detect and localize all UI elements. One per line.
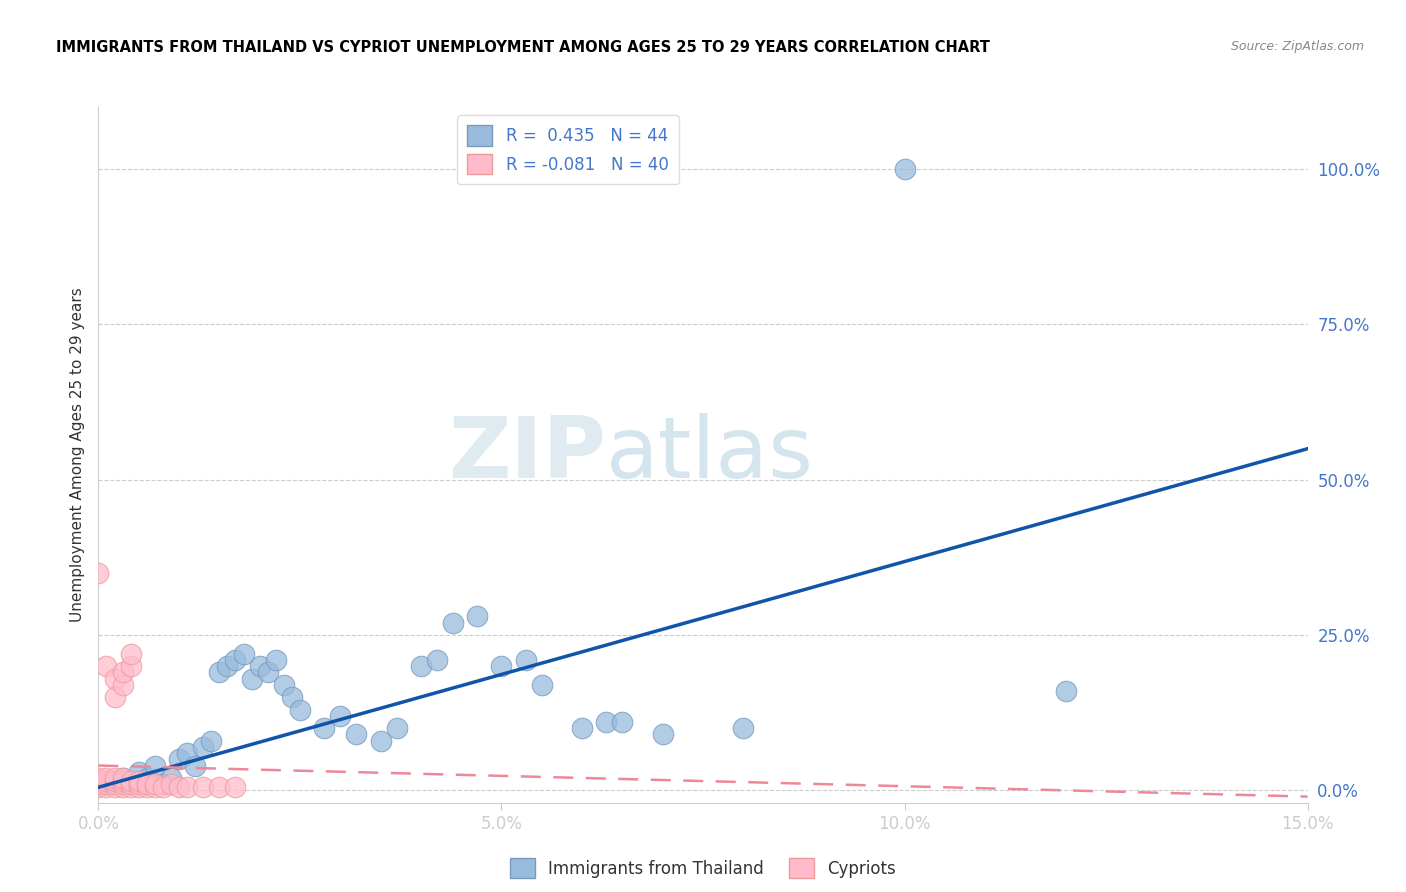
Point — [96, 659, 118, 673]
Point — [160, 771, 183, 785]
Point — [465, 609, 488, 624]
Point — [224, 653, 246, 667]
Point — [135, 780, 157, 795]
Point — [143, 777, 166, 791]
Point — [111, 771, 134, 785]
Point — [193, 739, 215, 754]
Point — [143, 758, 166, 772]
Y-axis label: Unemployment Among Ages 25 to 29 years: Unemployment Among Ages 25 to 29 years — [69, 287, 84, 623]
Point — [370, 733, 392, 747]
Point — [208, 780, 231, 795]
Point — [571, 721, 593, 735]
Point — [87, 780, 110, 795]
Point — [87, 566, 110, 580]
Point — [152, 780, 174, 795]
Text: atlas: atlas — [606, 413, 814, 497]
Point — [111, 780, 134, 795]
Point — [314, 721, 336, 735]
Point — [184, 758, 207, 772]
Point — [135, 771, 157, 785]
Point — [120, 777, 142, 791]
Point — [530, 678, 553, 692]
Point — [224, 780, 246, 795]
Point — [152, 777, 174, 791]
Point — [217, 659, 239, 673]
Text: ZIP: ZIP — [449, 413, 606, 497]
Point — [167, 780, 190, 795]
Point — [733, 721, 755, 735]
Point — [111, 777, 134, 791]
Text: IMMIGRANTS FROM THAILAND VS CYPRIOT UNEMPLOYMENT AMONG AGES 25 TO 29 YEARS CORRE: IMMIGRANTS FROM THAILAND VS CYPRIOT UNEM… — [56, 40, 990, 55]
Point — [128, 764, 150, 779]
Point — [651, 727, 673, 741]
Text: Source: ZipAtlas.com: Source: ZipAtlas.com — [1230, 40, 1364, 54]
Point — [135, 777, 157, 791]
Point — [249, 659, 271, 673]
Point — [111, 771, 134, 785]
Point — [143, 780, 166, 795]
Point — [240, 672, 263, 686]
Point — [160, 777, 183, 791]
Point — [344, 727, 367, 741]
Point — [426, 653, 449, 667]
Point — [120, 659, 142, 673]
Point — [120, 777, 142, 791]
Point — [128, 777, 150, 791]
Point — [893, 162, 915, 177]
Point — [96, 777, 118, 791]
Point — [515, 653, 537, 667]
Point — [87, 771, 110, 785]
Point — [491, 659, 513, 673]
Point — [96, 777, 118, 791]
Point — [281, 690, 304, 705]
Point — [208, 665, 231, 680]
Point — [103, 771, 125, 785]
Point — [103, 777, 125, 791]
Point — [612, 714, 634, 729]
Point — [176, 746, 198, 760]
Point — [264, 653, 287, 667]
Point — [385, 721, 408, 735]
Point — [273, 678, 295, 692]
Point — [441, 615, 464, 630]
Point — [409, 659, 432, 673]
Point — [167, 752, 190, 766]
Point — [103, 780, 125, 795]
Legend: Immigrants from Thailand, Cypriots: Immigrants from Thailand, Cypriots — [503, 851, 903, 885]
Point — [193, 780, 215, 795]
Point — [329, 708, 352, 723]
Point — [200, 733, 222, 747]
Point — [595, 714, 617, 729]
Point — [111, 678, 134, 692]
Point — [103, 774, 125, 789]
Point — [103, 672, 125, 686]
Point — [111, 774, 134, 789]
Point — [103, 690, 125, 705]
Point — [87, 777, 110, 791]
Point — [176, 780, 198, 795]
Point — [96, 771, 118, 785]
Point — [96, 780, 118, 795]
Point — [256, 665, 278, 680]
Point — [103, 774, 125, 789]
Point — [1054, 684, 1077, 698]
Point — [120, 647, 142, 661]
Point — [111, 665, 134, 680]
Point — [288, 703, 311, 717]
Point — [128, 780, 150, 795]
Point — [128, 774, 150, 789]
Point — [120, 780, 142, 795]
Point — [96, 774, 118, 789]
Point — [120, 774, 142, 789]
Point — [232, 647, 254, 661]
